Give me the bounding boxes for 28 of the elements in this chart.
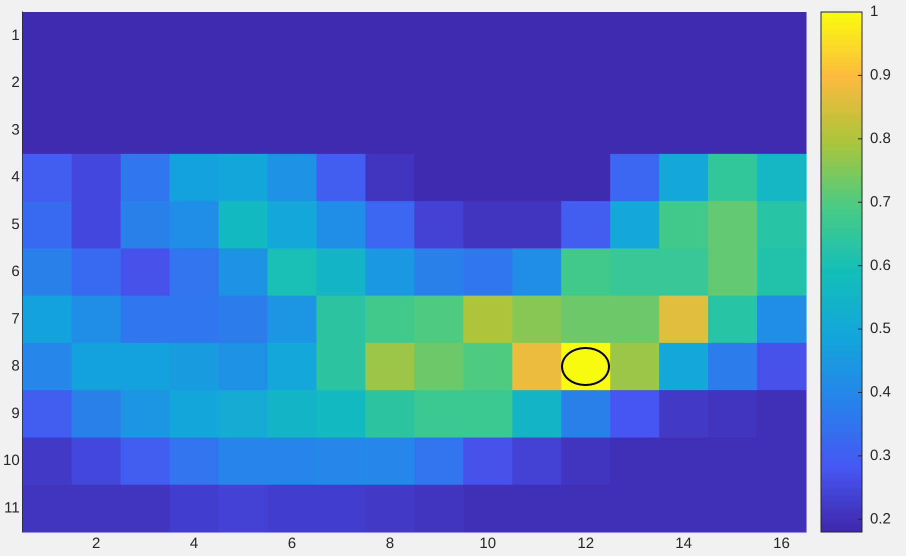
x-tick-label: 6 bbox=[288, 535, 296, 552]
color-bar-label: 0.7 bbox=[870, 193, 891, 210]
y-tick-label: 2 bbox=[11, 74, 20, 92]
y-tick-label: 7 bbox=[11, 310, 20, 328]
x-tick-label: 16 bbox=[773, 535, 790, 552]
y-tick-label: 11 bbox=[4, 500, 20, 517]
x-tick-label: 12 bbox=[577, 535, 594, 552]
x-tick-label: 10 bbox=[479, 535, 496, 552]
color-bar-label: 0.8 bbox=[870, 130, 891, 147]
y-tick-label: 1 bbox=[11, 26, 20, 44]
y-tick-label: 5 bbox=[11, 216, 20, 233]
y-tick-label: 4 bbox=[11, 168, 20, 186]
color-bar-label: 1 bbox=[870, 3, 878, 20]
color-bar-label: 0.6 bbox=[870, 256, 891, 274]
color-bar-label: 0.3 bbox=[870, 447, 891, 464]
y-tick-label: 8 bbox=[11, 358, 20, 375]
color-bar-label: 0.2 bbox=[870, 510, 891, 528]
x-tick-label: 14 bbox=[675, 535, 692, 552]
color-bar-label: 0.9 bbox=[870, 66, 891, 84]
y-tick-label: 10 bbox=[2, 452, 20, 470]
x-tick-label: 8 bbox=[386, 535, 394, 552]
color-bar-label: 0.5 bbox=[870, 320, 891, 338]
x-tick-label: 2 bbox=[92, 535, 100, 552]
y-tick-label: 6 bbox=[11, 263, 20, 280]
x-tick-label: 4 bbox=[190, 535, 198, 552]
color-bar-label: 0.4 bbox=[870, 384, 891, 401]
y-tick-label: 3 bbox=[11, 121, 20, 138]
y-tick-label: 9 bbox=[11, 404, 20, 422]
